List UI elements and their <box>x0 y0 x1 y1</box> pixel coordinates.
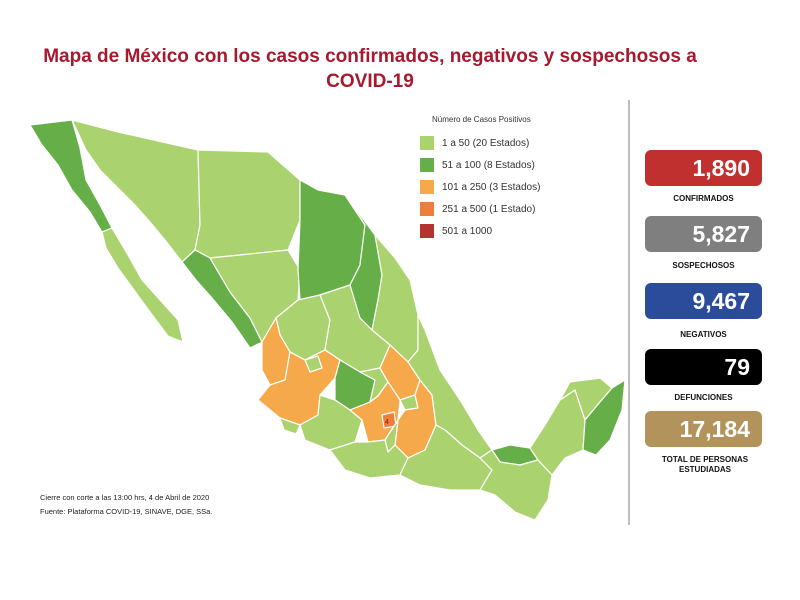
legend-label: 1 a 50 (20 Estados) <box>442 137 530 149</box>
region-colima <box>279 417 301 435</box>
legend: Número de Casos Positivos 1 a 50 (20 Est… <box>420 115 600 242</box>
cdmx-marker-label: 4 <box>385 419 389 426</box>
legend-label: 251 a 500 (1 Estado) <box>442 203 536 215</box>
legend-label: 51 a 100 (8 Estados) <box>442 159 535 171</box>
page-title: Mapa de México con los casos confirmados… <box>20 44 720 94</box>
legend-label: 501 a 1000 <box>442 225 493 237</box>
legend-title: Número de Casos Positivos <box>432 115 531 124</box>
total-studied-value-box: 17,184 <box>645 411 762 447</box>
region-quintana-roo <box>582 379 626 456</box>
suspected-label: SOSPECHOSOS <box>672 261 735 270</box>
confirmed-value-box: 1,890 <box>645 150 762 186</box>
negative-value-box: 9,467 <box>645 283 762 319</box>
legend-item: 251 a 500 (1 Estado) <box>420 198 600 220</box>
legend-item: 101 a 250 (3 Estados) <box>420 176 600 198</box>
region-chihuahua <box>194 149 301 259</box>
total-studied-label: TOTAL DE PERSONAS ESTUDIADAS <box>661 455 749 474</box>
deaths-value-box: 79 <box>645 349 762 385</box>
footnote-cutoff: Cierre con corte a las 13:00 hrs, 4 de A… <box>40 493 210 502</box>
region-guerrero <box>329 439 409 479</box>
legend-swatch <box>420 224 434 238</box>
region-baja-california-sur <box>101 227 184 343</box>
deaths-label: DEFUNCIONES <box>674 393 733 402</box>
legend-swatch <box>420 136 434 150</box>
confirmed-label: CONFIRMADOS <box>673 194 734 203</box>
region-aguascalientes <box>304 355 323 373</box>
region-chiapas <box>479 449 553 521</box>
title-line-2: COVID-19 <box>326 71 414 92</box>
vertical-divider <box>628 100 630 525</box>
title-line-1: Mapa de México con los casos confirmados… <box>43 46 697 67</box>
legend-item: 51 a 100 (8 Estados) <box>420 154 600 176</box>
negative-label: NEGATIVOS <box>680 330 727 339</box>
region-oaxaca <box>399 424 493 491</box>
legend-label: 101 a 250 (3 Estados) <box>442 181 541 193</box>
footnote-source: Fuente: Plataforma COVID-19, SINAVE, DGE… <box>40 507 213 516</box>
legend-item: 1 a 50 (20 Estados) <box>420 132 600 154</box>
suspected-value-box: 5,827 <box>645 216 762 252</box>
legend-swatch <box>420 202 434 216</box>
legend-swatch <box>420 180 434 194</box>
legend-swatch <box>420 158 434 172</box>
legend-item: 501 a 1000 <box>420 220 600 242</box>
